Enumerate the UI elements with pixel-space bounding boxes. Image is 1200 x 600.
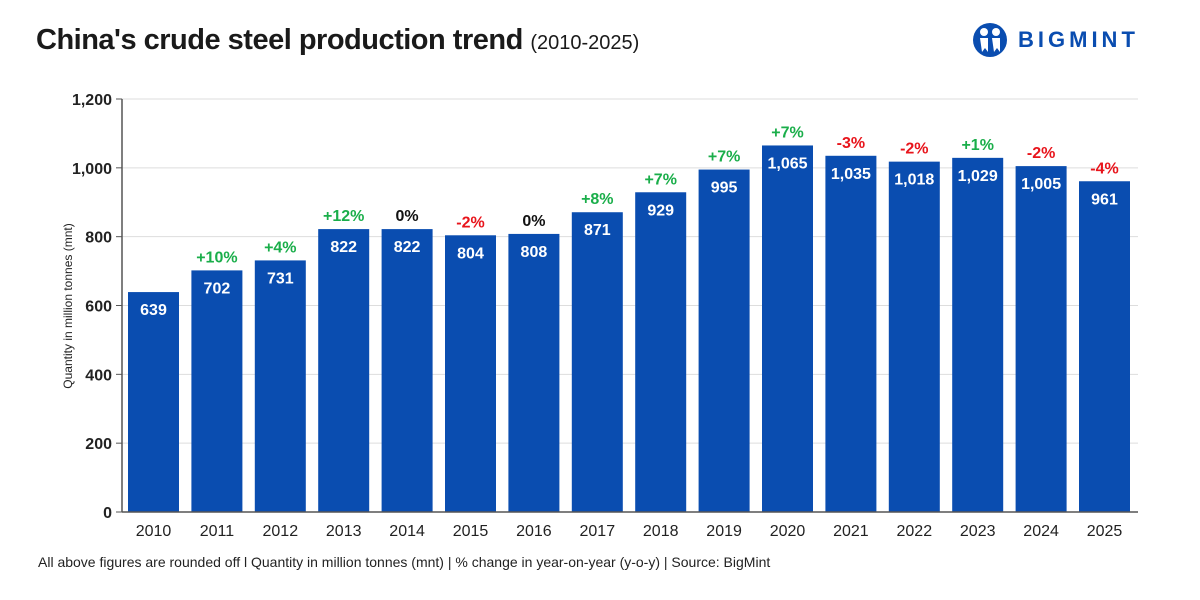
bar-value-label: 961 (1091, 191, 1118, 208)
bar-value-label: 995 (711, 180, 738, 197)
y-tick-label: 600 (85, 299, 112, 316)
bar-value-label: 639 (140, 302, 167, 319)
title-main: China's crude steel production trend (36, 24, 523, 56)
yoy-change-label: +12% (323, 208, 364, 225)
footer-note: All above figures are rounded off l Quan… (38, 554, 771, 570)
yoy-change-label: +8% (581, 191, 613, 208)
x-tick-label: 2015 (453, 523, 489, 540)
bar (381, 229, 433, 512)
yoy-change-label: +7% (708, 149, 740, 166)
y-axis-label: Quantity in million tonnes (mnt) (61, 223, 75, 388)
yoy-change-label: -2% (900, 141, 928, 158)
bar (128, 292, 179, 512)
bar (191, 270, 243, 512)
y-tick-label: 1,000 (72, 161, 112, 178)
yoy-change-label: +10% (196, 249, 237, 266)
bar-value-label: 808 (521, 244, 548, 261)
bar (635, 192, 687, 512)
bar-value-label: 929 (647, 202, 674, 219)
bar (254, 260, 306, 512)
x-tick-label: 2014 (389, 523, 425, 540)
x-tick-label: 2013 (326, 523, 362, 540)
yoy-change-label: +1% (961, 137, 993, 154)
bar-value-label: 804 (457, 245, 484, 262)
yoy-change-label: -2% (456, 214, 484, 231)
bar (698, 169, 750, 512)
y-tick-label: 800 (85, 230, 112, 247)
bigmint-logo-icon (973, 23, 1007, 57)
yoy-change-label: -2% (1027, 145, 1055, 162)
yoy-change-label: +7% (771, 124, 803, 141)
y-tick-label: 1,200 (72, 92, 112, 109)
bar (571, 212, 623, 512)
bar (1015, 166, 1067, 513)
bar-value-label: 1,065 (767, 155, 807, 172)
x-tick-label: 2023 (960, 523, 996, 540)
yoy-change-label: +7% (644, 171, 676, 188)
bar-value-label: 731 (267, 270, 294, 287)
bar-value-label: 702 (204, 280, 231, 297)
y-tick-label: 0 (103, 505, 112, 522)
x-tick-label: 2016 (516, 523, 552, 540)
bar (762, 145, 813, 512)
bigmint-logo: BIGMINT (972, 22, 1139, 58)
yoy-change-label: 0% (522, 213, 545, 230)
x-tick-label: 2012 (263, 523, 299, 540)
x-tick-label: 2020 (770, 523, 806, 540)
x-tick-label: 2018 (643, 523, 679, 540)
x-tick-label: 2021 (833, 523, 869, 540)
yoy-change-label: +4% (264, 239, 296, 256)
bar-value-label: 1,018 (894, 172, 934, 189)
x-tick-label: 2022 (897, 523, 933, 540)
yoy-change-label: -4% (1090, 160, 1118, 177)
x-tick-label: 2019 (706, 523, 742, 540)
yoy-change-label: -3% (837, 135, 865, 152)
bar (508, 233, 560, 512)
bar (825, 155, 877, 512)
bar-value-label: 871 (584, 222, 611, 239)
bar-value-label: 822 (394, 239, 421, 256)
x-tick-label: 2010 (136, 523, 172, 540)
title-subtitle: (2010-2025) (530, 32, 640, 54)
x-tick-label: 2024 (1023, 523, 1059, 540)
chart-title: China's crude steel production trend (20… (36, 24, 639, 57)
yoy-change-label: 0% (396, 208, 419, 225)
bar-value-label: 1,005 (1021, 176, 1061, 193)
bar (318, 229, 370, 512)
x-tick-label: 2025 (1087, 523, 1123, 540)
bar (952, 157, 1004, 513)
logo-text: BIGMINT (1018, 27, 1139, 52)
y-tick-label: 400 (85, 367, 112, 384)
x-tick-label: 2017 (580, 523, 616, 540)
bar-value-label: 822 (330, 239, 357, 256)
bar (1079, 181, 1130, 512)
x-tick-label: 2011 (200, 523, 235, 540)
y-tick-label: 200 (85, 436, 112, 453)
bar-value-label: 1,029 (958, 168, 998, 185)
bar (888, 161, 940, 512)
bar (445, 235, 496, 513)
bar-value-label: 1,035 (831, 166, 871, 183)
